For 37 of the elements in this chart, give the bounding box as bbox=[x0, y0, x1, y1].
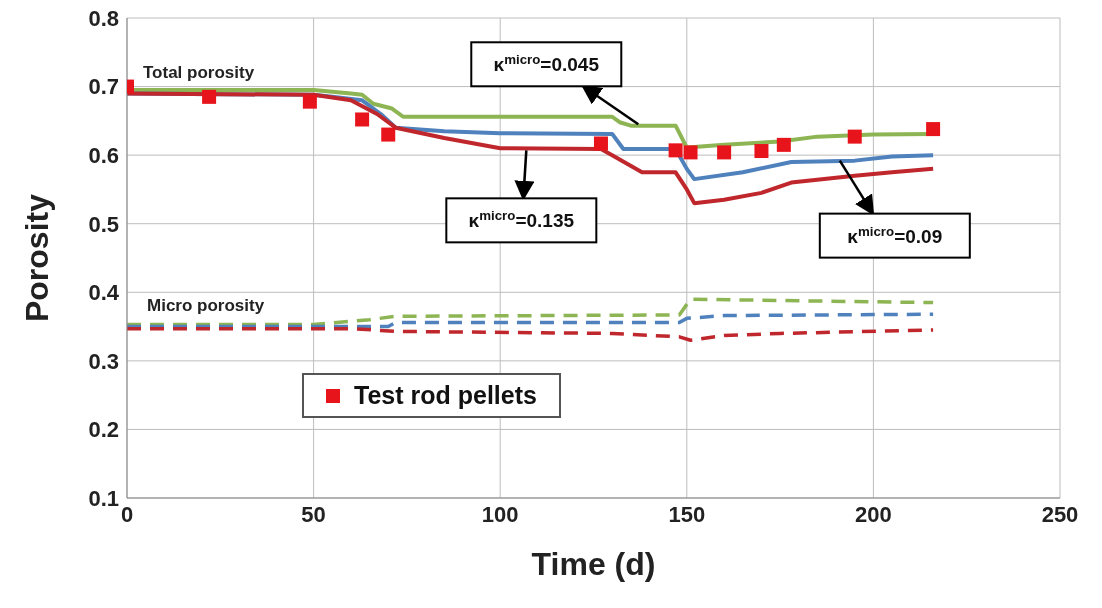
x-tick-label: 250 bbox=[1041, 501, 1079, 527]
annotation: κ$^{micro}$=0.09 bbox=[847, 223, 943, 247]
y-tick-label: 0.5 bbox=[88, 211, 119, 237]
x-tick-label: 0 bbox=[120, 501, 134, 527]
line-series bbox=[127, 326, 935, 343]
point bbox=[668, 143, 683, 158]
x-tick-label: 150 bbox=[668, 501, 706, 527]
point bbox=[776, 137, 791, 152]
annotation: κ$^{micro}$=0.045 bbox=[493, 51, 600, 76]
x-tick-label: 50 bbox=[301, 501, 326, 527]
y-tick-label: 0.7 bbox=[88, 74, 119, 100]
y-tick-label: 0.6 bbox=[88, 142, 119, 168]
annotation: κ$^{micro}$=0.135 bbox=[468, 207, 575, 232]
annotation: Micro porosity bbox=[147, 296, 265, 315]
line-series bbox=[127, 297, 935, 327]
point bbox=[847, 129, 862, 144]
y-tick-label: 0.8 bbox=[88, 5, 119, 31]
point bbox=[926, 122, 941, 137]
point bbox=[381, 127, 396, 142]
y-tick-label: 0.1 bbox=[88, 485, 119, 511]
y-axis-title: Porosity bbox=[19, 193, 56, 323]
y-tick-label: 0.3 bbox=[88, 348, 119, 374]
point bbox=[355, 112, 370, 127]
point bbox=[754, 144, 769, 159]
y-tick-label: 0.2 bbox=[88, 417, 119, 443]
x-tick-label: 200 bbox=[855, 501, 892, 527]
legend-label: Test rod pellets bbox=[354, 381, 537, 410]
point bbox=[202, 89, 217, 104]
x-tick-label: 100 bbox=[481, 501, 519, 527]
point bbox=[593, 136, 608, 151]
point bbox=[717, 145, 732, 160]
line-series bbox=[127, 312, 935, 329]
point bbox=[302, 94, 317, 109]
y-tick-label: 0.4 bbox=[88, 280, 120, 306]
point bbox=[683, 145, 698, 160]
x-axis-title: Time (d) bbox=[531, 546, 656, 582]
annotation: Total porosity bbox=[143, 63, 255, 82]
